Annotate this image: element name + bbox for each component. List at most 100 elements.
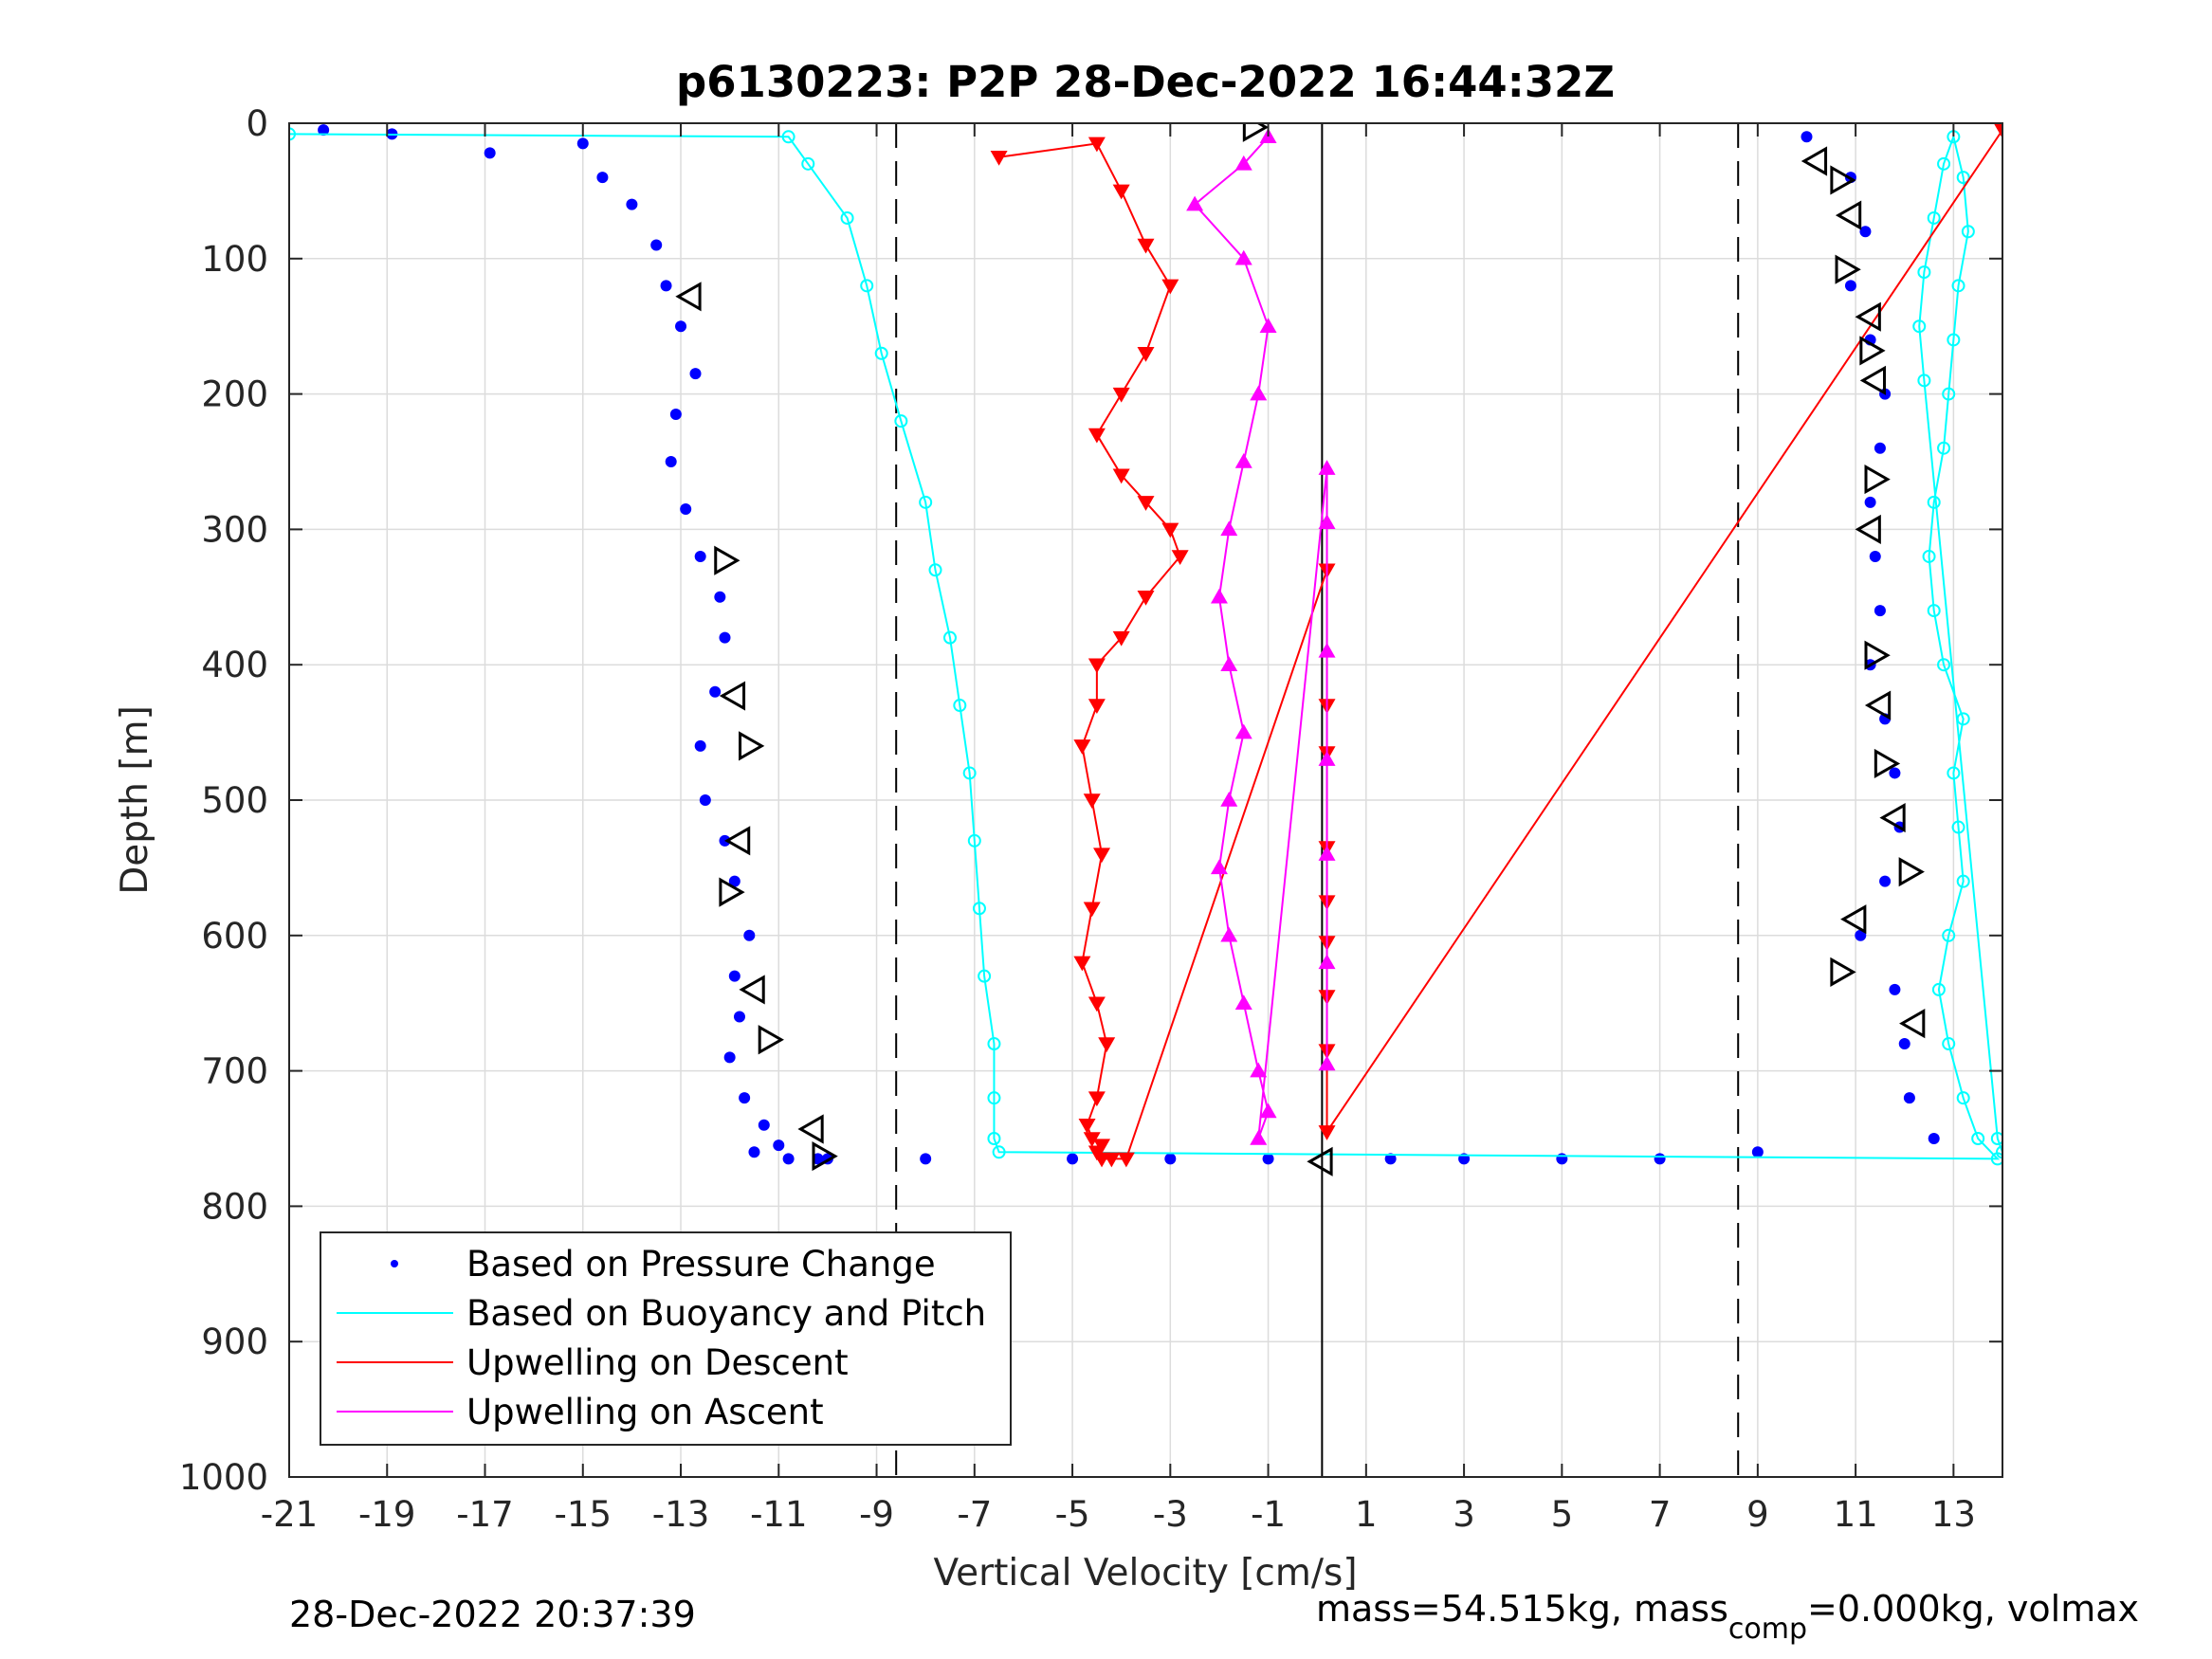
descent-point xyxy=(1083,902,1101,918)
buoyancy-point xyxy=(1937,441,1951,455)
footer-mass-pre: mass=54.515kg, mass xyxy=(1316,1588,1728,1630)
pressure-point xyxy=(1859,226,1872,238)
x-axis-label: Vertical Velocity [cm/s] xyxy=(933,1552,1357,1595)
pressure-point xyxy=(576,137,589,150)
ascent-point xyxy=(1186,195,1204,211)
buoyancy-point xyxy=(1951,279,1965,293)
pressure-point xyxy=(1067,1153,1079,1165)
x-tick-label: -7 xyxy=(957,1494,992,1535)
pressure-point xyxy=(1556,1153,1568,1165)
x-tick-label: 7 xyxy=(1649,1494,1672,1535)
pressure-point xyxy=(743,929,756,941)
pressure-point xyxy=(680,502,692,515)
direction-marker xyxy=(1855,514,1881,544)
direction-marker xyxy=(714,545,740,575)
buoyancy-point xyxy=(919,495,933,509)
pressure-point xyxy=(920,1153,932,1165)
descent-point xyxy=(1112,387,1130,403)
y-tick-label: 100 xyxy=(201,239,268,280)
y-tick-label: 1000 xyxy=(179,1457,268,1498)
buoyancy-point xyxy=(967,833,981,848)
buoyancy-point xyxy=(1956,1091,1970,1105)
footer-mass-sub: comp xyxy=(1728,1613,1807,1646)
ascent-point xyxy=(1259,1103,1277,1119)
x-tick-label: 1 xyxy=(1355,1494,1378,1535)
direction-marker xyxy=(1898,857,1925,887)
ascent-point xyxy=(1250,1062,1268,1078)
y-tick-label: 900 xyxy=(201,1322,268,1362)
descent-point xyxy=(1093,848,1111,864)
ascent-point xyxy=(1234,723,1252,739)
buoyancy-point xyxy=(874,346,888,360)
buoyancy-point xyxy=(1951,820,1965,834)
ascent-point xyxy=(1220,656,1238,671)
ascent-point xyxy=(1234,155,1252,171)
y-tick-label: 600 xyxy=(201,916,268,957)
buoyancy-point xyxy=(1912,319,1927,334)
pressure-point xyxy=(484,147,496,159)
pressure-point xyxy=(665,456,677,467)
x-tick-label: -3 xyxy=(1153,1494,1188,1535)
direction-marker xyxy=(1859,336,1886,366)
legend-label-pressure: Based on Pressure Change xyxy=(466,1244,936,1285)
pressure-point xyxy=(694,550,706,562)
y-tick-label: 200 xyxy=(201,374,268,415)
buoyancy-point xyxy=(1937,156,1951,171)
descent-point xyxy=(1161,522,1179,538)
pressure-point xyxy=(1898,1038,1910,1050)
buoyancy-point xyxy=(1942,1037,1956,1051)
ascent-point xyxy=(1318,1055,1336,1071)
ascent-point xyxy=(1318,751,1336,766)
pressure-point xyxy=(318,124,330,137)
direction-marker xyxy=(1864,464,1891,495)
buoyancy-point xyxy=(860,279,874,293)
ascent-point xyxy=(1220,520,1238,537)
descent-point xyxy=(1318,1125,1336,1140)
pressure-point xyxy=(1654,1153,1666,1165)
direction-marker xyxy=(1830,957,1856,987)
y-axis-label: Depth [m] xyxy=(114,705,156,895)
buoyancy-point xyxy=(953,699,967,713)
descent-point xyxy=(1073,739,1091,755)
descent-point xyxy=(1137,496,1155,511)
buoyancy-point xyxy=(1927,210,1941,225)
direction-marker xyxy=(675,282,702,312)
direction-marker xyxy=(1855,301,1881,332)
x-tick-label: -15 xyxy=(555,1494,612,1535)
direction-marker xyxy=(1801,146,1828,176)
buoyancy-point xyxy=(781,130,795,144)
buoyancy-point xyxy=(972,902,986,916)
direction-marker xyxy=(1874,748,1901,779)
descent-point xyxy=(1161,279,1179,295)
series-4 xyxy=(675,123,1926,1176)
pressure-point xyxy=(1879,875,1892,887)
pressure-point xyxy=(650,239,663,251)
buoyancy-point xyxy=(840,210,854,225)
ascent-point xyxy=(1318,954,1336,970)
pressure-point xyxy=(1801,131,1813,143)
direction-marker xyxy=(719,681,746,711)
legend-label-buoyancy: Based on Buoyancy and Pitch xyxy=(466,1293,986,1334)
pressure-point xyxy=(1384,1153,1397,1165)
x-tick-label: -9 xyxy=(859,1494,894,1535)
y-tick-label: 500 xyxy=(201,780,268,821)
buoyancy-point xyxy=(289,127,296,141)
series-1 xyxy=(289,127,2002,1166)
pressure-point xyxy=(1889,767,1901,779)
descent-point xyxy=(1088,137,1106,153)
legend-label-descent: Upwelling on Descent xyxy=(466,1342,849,1383)
buoyancy-point xyxy=(992,1145,1006,1159)
y-tick-label: 300 xyxy=(201,509,268,550)
series-3 xyxy=(1186,128,1336,1145)
descent-point xyxy=(1098,1037,1116,1053)
x-tick-label: -5 xyxy=(1055,1494,1090,1535)
descent-point xyxy=(1137,238,1155,254)
direction-marker xyxy=(1307,1146,1333,1176)
buoyancy-point xyxy=(987,1132,1001,1145)
buoyancy-point xyxy=(1927,604,1941,618)
pressure-point xyxy=(1874,605,1886,617)
pressure-point xyxy=(1874,442,1886,454)
buoyancy-point xyxy=(1942,387,1956,401)
ascent-point xyxy=(1250,1130,1268,1145)
